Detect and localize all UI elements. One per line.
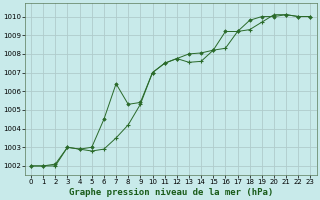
X-axis label: Graphe pression niveau de la mer (hPa): Graphe pression niveau de la mer (hPa) xyxy=(68,188,273,197)
